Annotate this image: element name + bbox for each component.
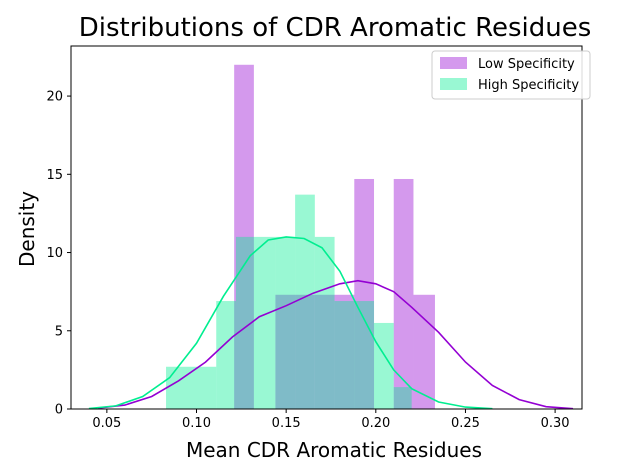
bar-high-specificity-7: [374, 322, 394, 409]
bar-low-specificity-2: [295, 294, 315, 409]
axes: [70, 45, 583, 410]
legend: Low Specificity High Specificity: [431, 50, 591, 100]
y-tick-label: 20: [46, 90, 63, 105]
y-tick-label: 5: [55, 324, 63, 339]
x-axis-label: Mean CDR Aromatic Residues: [186, 438, 482, 462]
bar-high-specificity-1: [216, 301, 236, 409]
y-tick-label: 10: [46, 246, 63, 261]
y-axis-label: Density: [15, 191, 39, 267]
bar-high-specificity-3: [275, 236, 296, 409]
bar-low-specificity-0: [234, 64, 254, 409]
x-tick-label: 0.25: [451, 416, 480, 431]
axes-frame: [70, 45, 583, 410]
legend-frame: [431, 50, 591, 100]
bar-high-specificity-4: [295, 194, 315, 409]
x-axis-ticks: 0.05 0.10 0.15 0.20 0.25 0.30: [92, 409, 570, 431]
bar-high-specificity-8: [393, 387, 412, 409]
legend-label-low-specificity: Low Specificity: [478, 57, 575, 72]
y-axis-ticks: 0 5 10 15 20: [46, 90, 71, 418]
bar-low-specificity-6: [393, 178, 414, 409]
bar-low-specificity-5: [354, 178, 375, 409]
bar-low-specificity-1: [275, 294, 296, 409]
legend-swatch-low-specificity: [440, 57, 467, 69]
bar-low-specificity-4: [334, 294, 355, 409]
bar-low-specificity-3: [314, 294, 335, 409]
x-tick-label: 0.15: [272, 416, 301, 431]
bar-high-specificity-0: [166, 366, 217, 409]
plot-area: [88, 64, 574, 410]
chart-title: Distributions of CDR Aromatic Residues: [79, 13, 592, 43]
y-tick-label: 0: [55, 403, 63, 418]
bar-high-specificity-2: [235, 236, 276, 409]
bar-high-specificity-6: [334, 301, 375, 409]
x-tick-label: 0.05: [92, 416, 121, 431]
y-tick-label: 15: [46, 168, 63, 183]
legend-swatch-high-specificity: [440, 78, 467, 90]
x-tick-label: 0.20: [361, 416, 390, 431]
legend-label-high-specificity: High Specificity: [478, 78, 579, 93]
x-tick-label: 0.30: [541, 416, 570, 431]
kde-line-high-specificity: [88, 236, 493, 410]
bar-high-specificity-5: [314, 236, 335, 409]
kde-line-low-specificity: [97, 279, 574, 410]
x-tick-label: 0.10: [182, 416, 211, 431]
